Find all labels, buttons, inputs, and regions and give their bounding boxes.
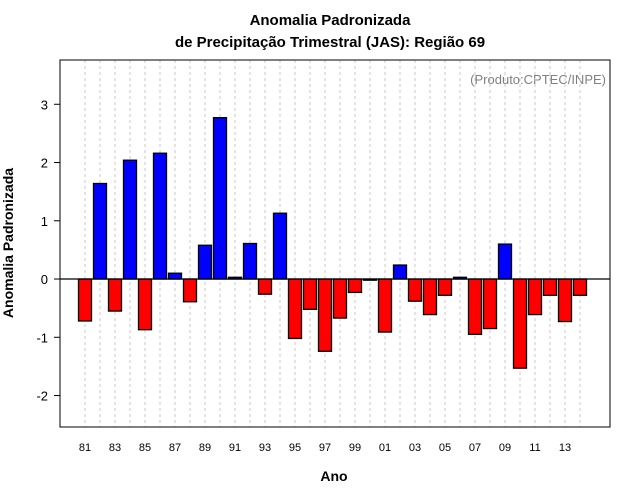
y-tick-label: 3 [41,97,48,112]
x-tick-label: 09 [499,442,511,454]
bar-95 [287,278,303,340]
x-tick-label: 93 [259,442,271,454]
bar-90 [212,117,228,280]
bar-98 [332,278,348,319]
bar-93 [257,278,273,295]
y-tick-label: 2 [41,156,48,171]
bar-94 [272,212,288,280]
y-tick-label: -2 [36,389,48,404]
bar-14 [572,278,588,296]
bar-11 [527,278,543,316]
y-tick-label: 1 [41,214,48,229]
x-tick-label: 81 [79,442,91,454]
bar-86 [152,152,168,280]
x-tick-label: 07 [469,442,481,454]
bar-88 [182,278,198,303]
bar-81 [77,278,93,322]
bar-89 [197,244,213,280]
x-tick-label: 87 [169,442,181,454]
bar-83 [107,278,123,312]
x-tick-label: 91 [229,442,241,454]
bar-04 [422,278,438,316]
bar-84 [122,159,138,280]
bar-10 [512,278,528,369]
product-annotation: (Produto:CPTEC/INPE) [470,72,606,87]
x-tick-label: 83 [109,442,121,454]
x-axis-label: Ano [320,468,347,484]
bar-12 [542,278,558,296]
y-tick-label: -1 [36,330,48,345]
x-tick-label: 05 [439,442,451,454]
x-tick-label: 85 [139,442,151,454]
bar-97 [317,278,333,352]
bar-92 [242,242,258,280]
bar-07 [467,278,483,336]
bar-13 [557,278,573,323]
bar-01 [377,278,393,333]
plot-frame [59,59,611,428]
x-tick-label: 99 [349,442,361,454]
bar-05 [437,278,453,296]
x-tick-label: 95 [289,442,301,454]
bar-87 [167,272,183,280]
x-tick-label: 03 [409,442,421,454]
y-axis-label: Anomalia Padronizada [0,168,16,318]
bar-96 [302,278,318,310]
x-tick-label: 13 [559,442,571,454]
bar-82 [92,182,108,280]
chart-title-line2: de Precipitação Trimestral (JAS): Região… [175,34,485,51]
bar-09 [497,243,513,280]
chart-title-line1: Anomalia Padronizada [250,12,412,29]
bar-99 [347,278,363,294]
x-tick-label: 11 [529,442,540,454]
x-tick-label: 89 [199,442,211,454]
bar-08 [482,278,498,330]
bar-03 [407,278,423,302]
bar-02 [392,264,408,280]
x-tick-label: 97 [319,442,331,454]
bar-85 [137,278,153,331]
y-tick-label: 0 [41,272,48,287]
x-tick-label: 01 [379,442,391,454]
